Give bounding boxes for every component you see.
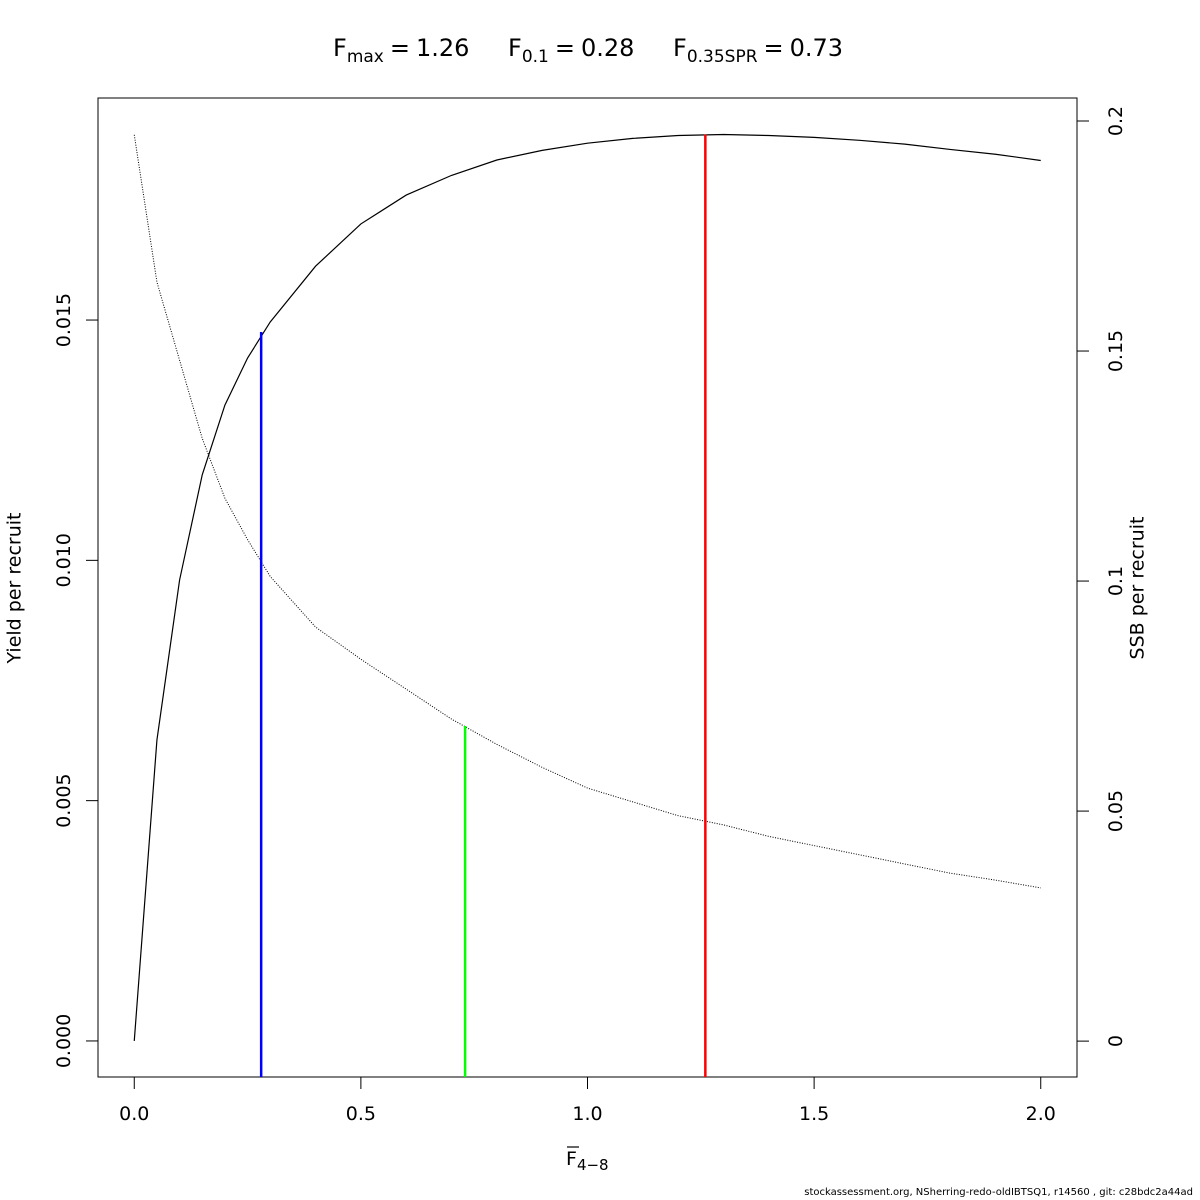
series-line (133, 134, 1041, 889)
title-subscript: 0.35SPR (687, 47, 758, 67)
y2-tick-label: 0.05 (1105, 790, 1127, 832)
title-relation: = (764, 34, 784, 62)
x-tick-label: 1.0 (572, 1103, 602, 1125)
series-line (133, 133, 1041, 1041)
title-item: Fmax = 1.26 (333, 34, 469, 67)
x-tick-label: 0.0 (119, 1103, 149, 1125)
title-symbol: F (333, 34, 347, 62)
title-value: 1.26 (416, 34, 469, 62)
title-subscript: max (347, 47, 384, 67)
y2-tick-label: 0 (1105, 1035, 1127, 1047)
x-tick-label: 1.5 (799, 1103, 829, 1125)
y-tick-label: 0.015 (53, 293, 75, 347)
footer: stockassessment.org, NSherring-redo-oldI… (804, 1187, 1193, 1198)
x-axis-label: F4−8 (566, 1148, 609, 1174)
y2-tick-label: 0.15 (1105, 330, 1127, 372)
x-label-subscript: 4−8 (577, 1156, 609, 1174)
y-tick-label: 0.005 (53, 773, 75, 827)
y-tick-label: 0.000 (53, 1014, 75, 1068)
title-subscript: 0.1 (522, 47, 549, 67)
y2-axis-label: SSB per recruit (1127, 517, 1149, 660)
title-value: 0.28 (581, 34, 634, 62)
title-symbol: F (673, 34, 687, 62)
x-tick-label: 2.0 (1026, 1103, 1056, 1125)
title-relation: = (555, 34, 575, 62)
x-tick-label: 0.5 (346, 1103, 376, 1125)
y-tick-label: 0.010 (53, 533, 75, 587)
title-item: F0.35SPR = 0.73 (673, 34, 843, 67)
title-value: 0.73 (790, 34, 843, 62)
title-symbol: F (508, 34, 522, 62)
y2-tick-label: 0.2 (1105, 106, 1127, 136)
y-axis-label: Yield per recruit (4, 513, 26, 665)
title-item: F0.1 = 0.28 (508, 34, 634, 67)
plot-frame (97, 97, 1078, 1078)
x-label-symbol: F (566, 1148, 577, 1170)
title-relation: = (390, 34, 410, 62)
y2-tick-label: 0.1 (1105, 566, 1127, 596)
